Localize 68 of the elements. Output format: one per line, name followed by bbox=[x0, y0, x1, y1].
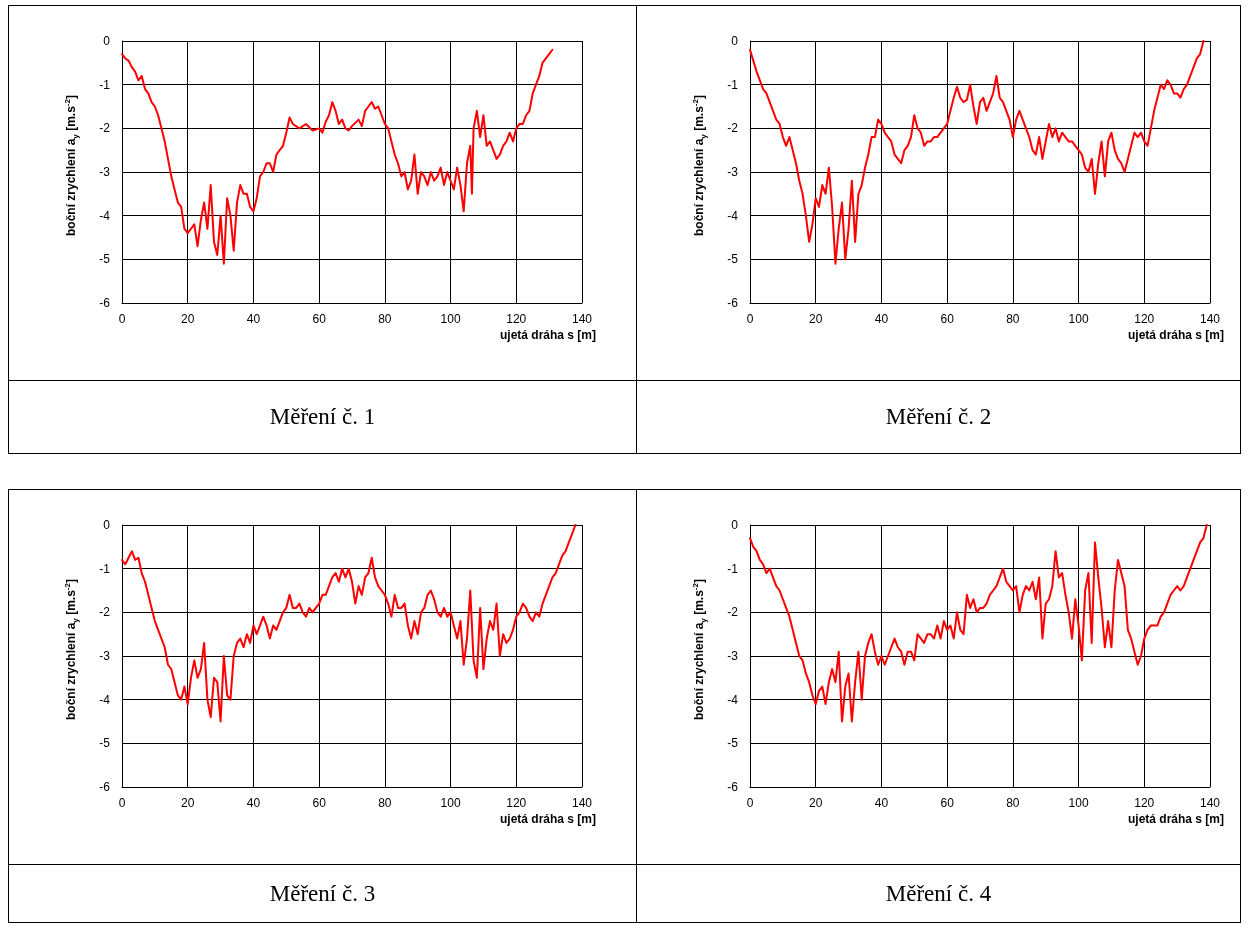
x-tick-label: 40 bbox=[246, 796, 261, 810]
y-tick-label: -5 bbox=[99, 252, 111, 267]
y-tick-label: -6 bbox=[727, 296, 739, 310]
y-tick-label: -2 bbox=[99, 121, 111, 136]
x-tick-label: 80 bbox=[1006, 312, 1020, 326]
y-tick-label: -2 bbox=[727, 605, 739, 620]
x-tick-label: 0 bbox=[118, 312, 126, 326]
y-tick-label: -3 bbox=[99, 649, 111, 663]
text: Měření č. 3 bbox=[268, 879, 377, 908]
x-tick-label: 120 bbox=[1134, 796, 1155, 810]
x-tick-label: 0 bbox=[118, 796, 126, 810]
x-tick-label: 40 bbox=[874, 796, 889, 810]
text: Měření č. 1 bbox=[268, 403, 377, 431]
text: Měření č. 2 bbox=[884, 403, 993, 431]
x-tick-label: 20 bbox=[181, 796, 195, 810]
y-tick-label: -2 bbox=[727, 121, 739, 136]
x-tick-label: 100 bbox=[1068, 796, 1089, 810]
x-axis-title: ujetá dráha s [m] bbox=[499, 812, 596, 826]
x-tick-label: 40 bbox=[874, 312, 889, 326]
y-tick-label: -1 bbox=[727, 561, 739, 576]
x-tick-label: 140 bbox=[1199, 796, 1221, 810]
x-tick-label: 20 bbox=[809, 312, 823, 326]
y-tick-label: 0 bbox=[103, 34, 111, 48]
x-tick-label: 120 bbox=[506, 312, 527, 326]
x-tick-label: 140 bbox=[571, 312, 593, 326]
y-tick-label: -3 bbox=[727, 649, 739, 663]
y-tick-label: -6 bbox=[99, 296, 111, 310]
y-tick-label: -2 bbox=[99, 605, 111, 620]
x-tick-label: 120 bbox=[506, 796, 527, 810]
y-tick-label: -1 bbox=[99, 77, 111, 92]
x-axis-title: ujetá dráha s [m] bbox=[499, 328, 596, 342]
y-tick-label: -1 bbox=[99, 561, 111, 576]
x-tick-label: 40 bbox=[246, 312, 261, 326]
y-tick-label: -6 bbox=[99, 780, 111, 794]
y-tick-label: -5 bbox=[727, 736, 739, 751]
x-tick-label: 100 bbox=[440, 796, 461, 810]
x-tick-label: 80 bbox=[378, 312, 392, 326]
x-tick-label: 140 bbox=[1199, 312, 1221, 326]
y-tick-label: -4 bbox=[99, 208, 111, 223]
x-tick-label: 140 bbox=[571, 796, 593, 810]
y-tick-label: -5 bbox=[727, 252, 739, 267]
x-tick-label: 0 bbox=[746, 796, 754, 810]
x-tick-label: 20 bbox=[181, 312, 195, 326]
y-tick-label: -5 bbox=[99, 736, 111, 751]
x-axis-title: ujetá dráha s [m] bbox=[1127, 328, 1224, 342]
y-tick-label: -6 bbox=[727, 780, 739, 794]
x-tick-label: 100 bbox=[440, 312, 461, 326]
y-tick-label: 0 bbox=[731, 34, 739, 48]
y-tick-label: 0 bbox=[103, 518, 111, 532]
x-tick-label: 60 bbox=[312, 312, 327, 326]
y-tick-label: -3 bbox=[99, 165, 111, 179]
x-axis-title: ujetá dráha s [m] bbox=[1127, 812, 1224, 826]
x-tick-label: 120 bbox=[1134, 312, 1155, 326]
x-tick-label: 80 bbox=[1006, 796, 1020, 810]
x-tick-label: 100 bbox=[1068, 312, 1089, 326]
y-tick-label: -3 bbox=[727, 165, 739, 179]
y-tick-label: -4 bbox=[99, 692, 111, 707]
y-tick-label: 0 bbox=[731, 518, 739, 532]
x-tick-label: 60 bbox=[312, 796, 327, 810]
y-tick-label: -4 bbox=[727, 692, 739, 707]
x-tick-label: 0 bbox=[746, 312, 754, 326]
y-tick-label: -4 bbox=[727, 208, 739, 223]
text: Měření č. 4 bbox=[884, 879, 993, 908]
x-tick-label: 60 bbox=[940, 796, 955, 810]
y-tick-label: -1 bbox=[727, 77, 739, 92]
x-tick-label: 20 bbox=[809, 796, 823, 810]
x-tick-label: 80 bbox=[378, 796, 392, 810]
x-tick-label: 60 bbox=[940, 312, 955, 326]
